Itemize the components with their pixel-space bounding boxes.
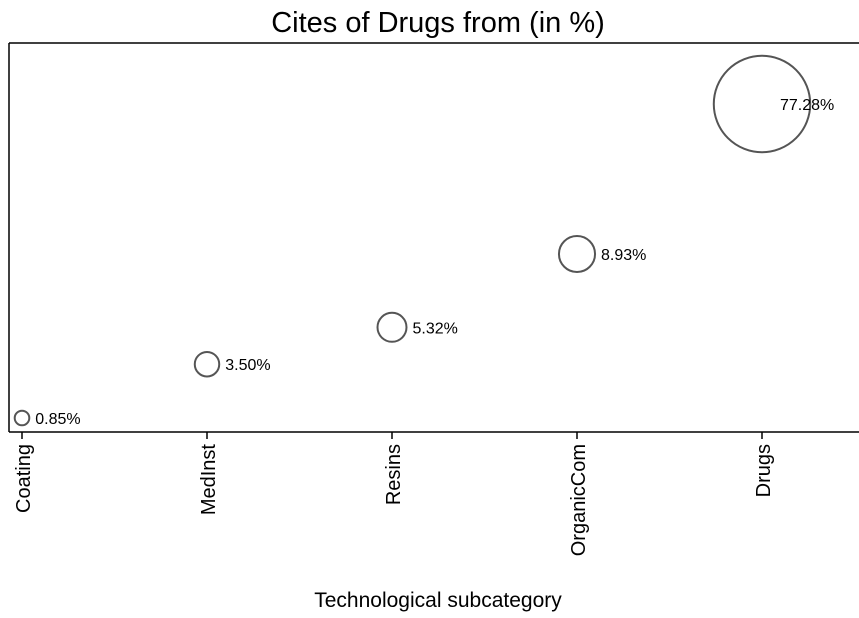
data-marks: 0.85% 3.50% 5.32% 8.93% 77.28% xyxy=(13,54,834,428)
x-tick-label-drugs: Drugs xyxy=(753,444,775,497)
data-label-drugs: 77.28% xyxy=(780,97,834,114)
data-label-medinst: 3.50% xyxy=(225,357,270,374)
chart-title: Cites of Drugs from (in %) xyxy=(271,7,605,39)
data-label-resins: 5.32% xyxy=(412,320,457,337)
x-axis-ticks: Coating MedInst Resins OrganicCom Drugs xyxy=(13,432,775,556)
x-tick-label-medinst: MedInst xyxy=(198,444,220,516)
x-tick-label-coating: Coating xyxy=(13,444,35,513)
x-tick-label-resins: Resins xyxy=(383,444,405,505)
data-label-coating: 0.85% xyxy=(35,411,80,428)
x-tick-label-organiccom: OrganicCom xyxy=(568,444,590,556)
bubble-organiccom xyxy=(557,234,597,274)
bubble-drugs xyxy=(712,54,812,154)
x-axis-title: Technological subcategory xyxy=(314,589,562,612)
bubble-resins xyxy=(376,311,408,343)
bubble-medinst xyxy=(193,350,221,378)
data-label-organiccom: 8.93% xyxy=(601,247,646,264)
bubble-coating xyxy=(13,409,31,427)
